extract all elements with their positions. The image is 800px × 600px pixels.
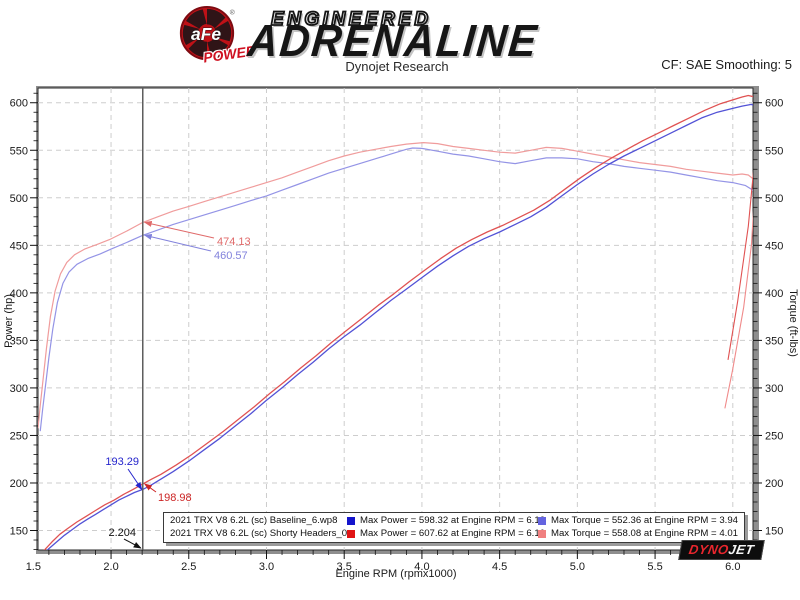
legend-power-swatch	[346, 529, 355, 538]
cursor-value-label: 193.29	[105, 456, 139, 468]
legend-run-name: 2021 TRX V8 6.2L (sc) Shorty Headers_0.w…	[170, 528, 347, 539]
curve-baseline-torque	[39, 147, 753, 432]
curve-shorty-power	[43, 94, 753, 550]
y-right-tick-label: 300	[765, 383, 783, 395]
y-left-tick-label: 300	[10, 383, 28, 395]
x-tick-label: 1.5	[26, 561, 41, 573]
y-right-tick-label: 400	[765, 288, 783, 300]
cursor-value-label: 474.13	[217, 236, 251, 248]
y-right-tick-label: 600	[765, 98, 783, 110]
curve-shorty-torque	[38, 141, 753, 429]
y-left-tick-label: 400	[10, 288, 28, 300]
y-left-tick-label: 200	[10, 478, 28, 490]
y-right-tick-label: 450	[765, 240, 783, 252]
dynojet-logo-part2: JET	[727, 542, 756, 557]
legend-max-torque: Max Torque = 558.08 at Engine RPM = 4.01	[550, 528, 738, 539]
cursor-value-label: 198.98	[158, 492, 192, 504]
aperture-blades-icon	[182, 8, 232, 58]
tick-labels: 1.5 2.0 2.5 3.0 3.5 4.0 4.5 5.0 5.5 6.0 150 150 200 2…	[10, 98, 784, 573]
x-tick-label: 4.0	[414, 561, 429, 573]
y-right-tick-label: 350	[765, 335, 783, 347]
y-right-axis-title: Torque (ft-lbs)	[787, 289, 799, 357]
plot-area	[37, 87, 754, 551]
curve-shorty-power-end-tail	[727, 170, 753, 360]
cursor-value-arrow	[143, 483, 157, 493]
brand-adrenaline: ADRENALINE	[245, 15, 541, 66]
legend-max-power: Max Power = 607.62 at Engine RPM = 6.10	[359, 528, 546, 539]
legend-torque-swatch	[537, 529, 546, 538]
y-right-tick-label: 500	[765, 193, 783, 205]
y-left-tick-label: 550	[10, 145, 28, 157]
dynojet-logo-part1: DYNO	[687, 542, 730, 557]
x-tick-label: 4.5	[492, 561, 507, 573]
cursor-rpm-label: 2.204	[108, 527, 136, 539]
dyno-chart: 1.5 2.0 2.5 3.0 3.5 4.0 4.5 5.0 5.5 6.0 150 150 200 2…	[3, 86, 799, 580]
y-right-tick-label: 200	[765, 478, 783, 490]
y-right-tick-label: 250	[765, 430, 783, 442]
legend-max-power: Max Power = 598.32 at Engine RPM = 6.12	[359, 515, 546, 526]
x-axis-title: Engine RPM (rpmx1000)	[335, 568, 456, 580]
cursor-value-label: 460.57	[214, 250, 248, 262]
x-tick-label: 2.0	[103, 561, 118, 573]
y-left-tick-label: 450	[10, 240, 28, 252]
smoothing-label: CF: SAE Smoothing: 5	[661, 57, 792, 72]
cursor-value-arrow	[143, 233, 212, 252]
y-left-tick-label: 250	[10, 430, 28, 442]
cursor-value-arrow	[127, 468, 143, 491]
series-group	[38, 94, 753, 550]
badge-afe-text: aFe	[191, 24, 221, 44]
y-left-tick-label: 150	[10, 526, 28, 538]
brand-engineered: ENGINEERED	[270, 8, 432, 31]
header: aFe ® POWER ENGINEERED ADRENALINE Dynoje…	[0, 0, 800, 85]
y-left-axis-title: Power (hp)	[3, 294, 15, 348]
axis-ticks	[30, 92, 762, 559]
afe-power-badge: aFe ®	[179, 5, 235, 61]
legend-max-torque: Max Torque = 552.36 at Engine RPM = 3.94	[550, 515, 738, 526]
axis-titles: Power (hp) Torque (ft-lbs) Engine RPM (rpm…	[3, 289, 799, 580]
curve-shorty-torque-end-tail	[724, 210, 753, 409]
x-tick-label: 5.0	[570, 561, 585, 573]
x-tick-label: 3.0	[259, 561, 274, 573]
legend-row-1: 2021 TRX V8 6.2L (sc) Shorty Headers_0.w…	[164, 527, 744, 540]
legend-run-name: 2021 TRX V8 6.2L (sc) Baseline_6.wp8	[170, 515, 338, 526]
curve-baseline-power	[46, 103, 753, 550]
x-tick-label: 6.0	[725, 561, 740, 573]
x-tick-label: 2.5	[181, 561, 196, 573]
badge-registered-mark: ®	[230, 9, 235, 17]
y-left-tick-label: 600	[10, 98, 28, 110]
legend-box[interactable]: 2021 TRX V8 6.2L (sc) Baseline_6.wp8 Max …	[163, 512, 745, 543]
chart-subtitle: Dynojet Research	[345, 59, 449, 74]
x-tick-label: 3.5	[337, 561, 352, 573]
cursor-rpm-arrow	[123, 538, 142, 549]
x-tick-label: 5.5	[647, 561, 662, 573]
legend-row-0: 2021 TRX V8 6.2L (sc) Baseline_6.wp8 Max …	[164, 514, 744, 527]
y-right-tick-label: 150	[765, 526, 783, 538]
dynojet-logo: DYNOJET	[678, 540, 765, 560]
y-right-tick-label: 550	[765, 145, 783, 157]
y-left-tick-label: 350	[10, 335, 28, 347]
y-left-tick-label: 500	[10, 193, 28, 205]
legend-power-swatch	[346, 516, 355, 525]
legend-torque-swatch	[537, 516, 546, 525]
cursor-value-arrow	[143, 221, 215, 239]
